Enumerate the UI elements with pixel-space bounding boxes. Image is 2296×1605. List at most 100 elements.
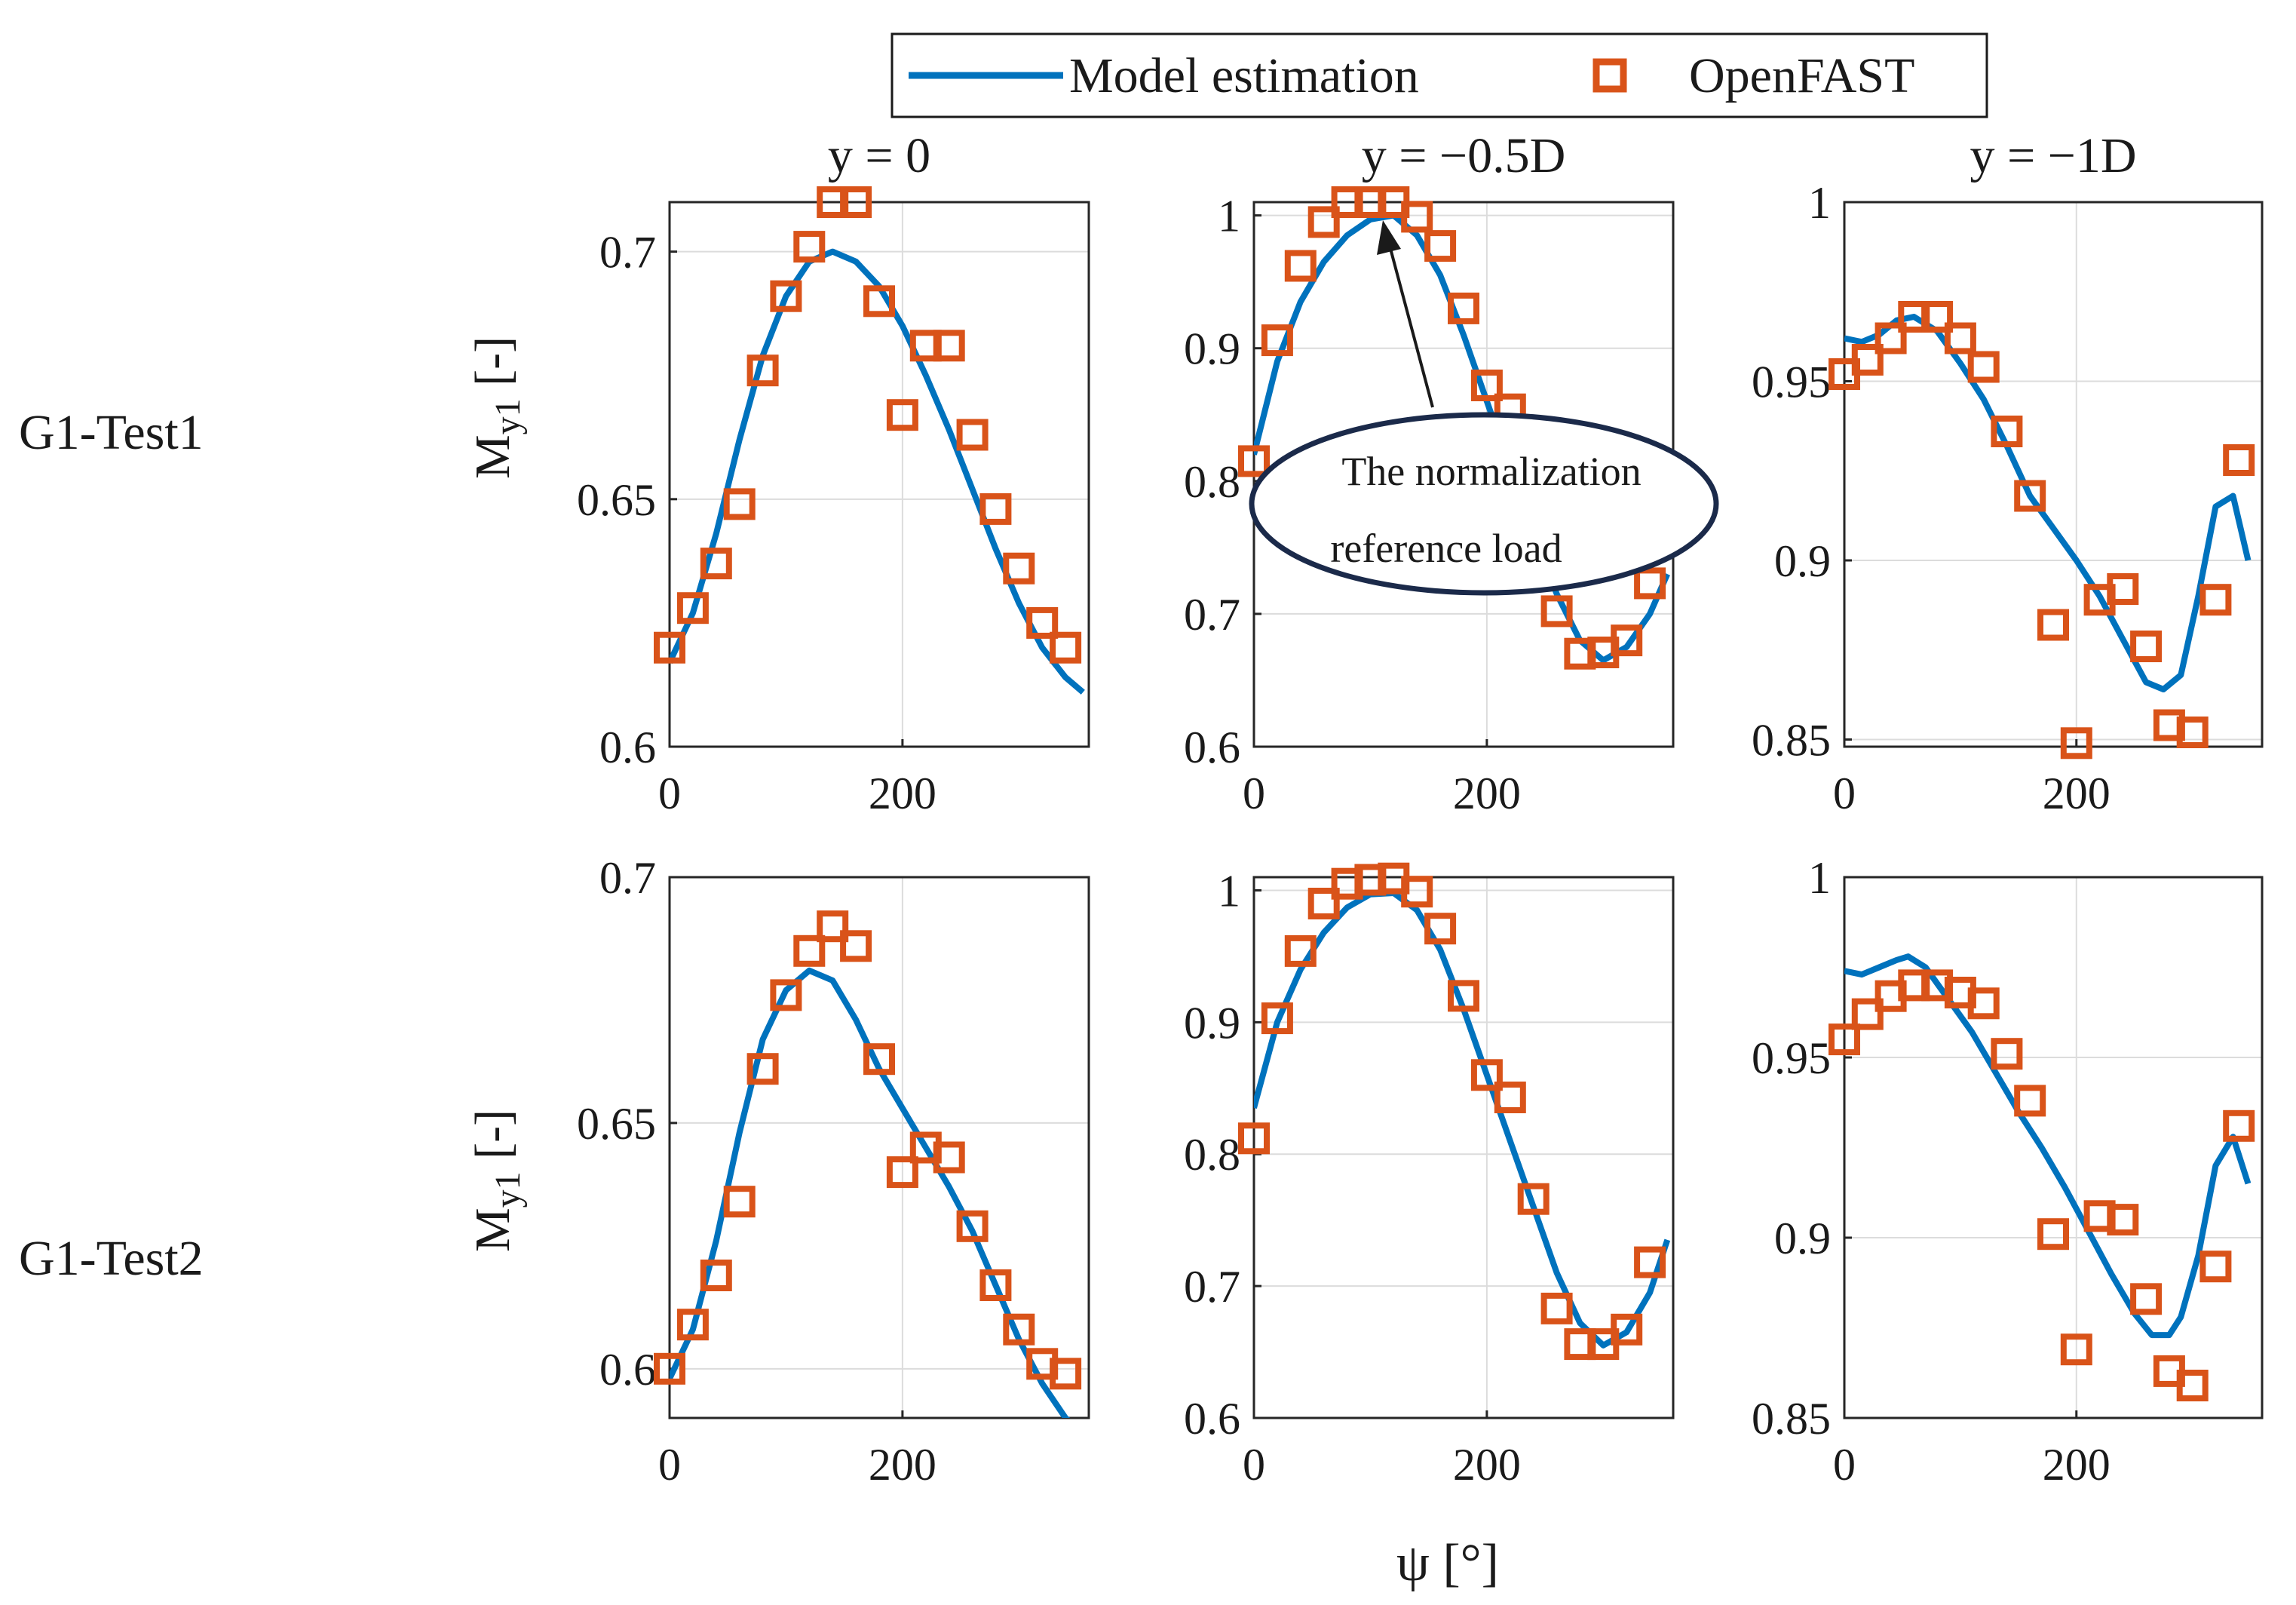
y-tick-label: 0.8 bbox=[1184, 457, 1240, 507]
x-tick-label: 0 bbox=[1833, 769, 1856, 818]
legend: Model estimation OpenFAST bbox=[891, 32, 1988, 118]
openfast-marker bbox=[1284, 934, 1317, 967]
figure-xlabel: ψ [°] bbox=[1396, 1534, 1499, 1592]
openfast-marker bbox=[1991, 416, 2023, 447]
openfast-marker bbox=[886, 1156, 918, 1189]
openfast-marker bbox=[654, 631, 685, 664]
legend-model-label: Model estimation bbox=[1069, 48, 1419, 103]
y-tick-label: 1 bbox=[1218, 866, 1240, 916]
panel-3: 0 200 0.85 0.9 0.95 1 y = −1D bbox=[1752, 128, 2264, 818]
openfast-marker bbox=[2223, 444, 2255, 476]
openfast-marker bbox=[1991, 1038, 2023, 1070]
openfast-marker bbox=[979, 493, 1012, 525]
openfast-marker bbox=[746, 1053, 779, 1085]
model-line bbox=[1254, 212, 1670, 664]
openfast-marker bbox=[1284, 250, 1317, 282]
openfast-marker bbox=[1238, 445, 1270, 477]
openfast-marker bbox=[746, 354, 779, 387]
openfast-marker bbox=[863, 1043, 895, 1076]
openfast-marker bbox=[1517, 1183, 1550, 1215]
x-tick-label: 200 bbox=[1453, 1440, 1521, 1490]
openfast-marker bbox=[1470, 370, 1503, 401]
openfast-marker bbox=[2107, 573, 2139, 605]
y-tick-label: 0.6 bbox=[1184, 1394, 1240, 1444]
openfast-marker bbox=[1424, 230, 1457, 262]
y-tick-label: 0.7 bbox=[1184, 1262, 1240, 1312]
openfast-marker bbox=[2199, 584, 2232, 616]
openfast-marker bbox=[840, 930, 872, 962]
openfast-marker bbox=[1401, 876, 1433, 908]
openfast-marker bbox=[933, 1141, 965, 1174]
openfast-marker bbox=[2176, 1370, 2209, 1401]
openfast-marker bbox=[700, 1260, 732, 1291]
openfast-marker bbox=[1050, 631, 1082, 664]
openfast-marker bbox=[654, 1352, 685, 1385]
openfast-marker bbox=[1540, 1292, 1573, 1324]
openfast-marker bbox=[1921, 301, 1954, 333]
row2-ylabel: My1 [-] bbox=[465, 1109, 528, 1252]
y-tick-label: 0.7 bbox=[1184, 590, 1240, 640]
openfast-marker bbox=[770, 979, 802, 1011]
row2-ylabel-base: M bbox=[465, 1208, 520, 1252]
openfast-marker bbox=[1238, 1122, 1270, 1155]
x-tick-label: 0 bbox=[1243, 769, 1265, 818]
openfast-marker bbox=[1448, 980, 1479, 1012]
legend-box bbox=[891, 32, 1988, 118]
y-tick-label: 0.9 bbox=[1774, 1214, 1831, 1263]
openfast-marker bbox=[817, 910, 849, 943]
openfast-marker bbox=[1540, 595, 1573, 628]
openfast-marker bbox=[1967, 987, 2000, 1020]
openfast-marker bbox=[956, 1210, 989, 1242]
annotation-arrow-head bbox=[1377, 220, 1401, 255]
openfast-marker bbox=[2130, 631, 2163, 662]
panel-title: y = −0.5D bbox=[1362, 128, 1566, 183]
openfast-marker bbox=[979, 1269, 1012, 1301]
axes-frame bbox=[668, 876, 1090, 1419]
row1-ylabel-unit: [-] bbox=[465, 336, 520, 398]
openfast-marker bbox=[1448, 292, 1479, 324]
openfast-marker bbox=[1307, 888, 1340, 919]
openfast-marker bbox=[1003, 552, 1035, 585]
openfast-marker bbox=[1634, 567, 1666, 600]
legend-openfast-marker bbox=[1592, 58, 1627, 93]
openfast-marker bbox=[1611, 1313, 1643, 1346]
openfast-marker bbox=[1851, 344, 1884, 376]
y-tick-label: 0.8 bbox=[1184, 1130, 1240, 1180]
openfast-marker bbox=[2223, 1109, 2255, 1142]
openfast-marker bbox=[676, 1309, 709, 1341]
openfast-marker bbox=[1424, 913, 1457, 945]
annotation-line1: The normalization bbox=[1341, 449, 1641, 494]
openfast-marker bbox=[1261, 324, 1293, 357]
row2-ylabel-sub: y1 bbox=[488, 1171, 528, 1208]
y-tick-label: 0.6 bbox=[599, 723, 656, 772]
row1-ylabel: My1 [-] bbox=[465, 336, 528, 479]
annotation-ellipse bbox=[1249, 412, 1719, 596]
panel-title: y = −1D bbox=[1970, 128, 2136, 183]
axes-frame bbox=[1843, 876, 2264, 1419]
x-tick-label: 200 bbox=[1453, 769, 1521, 818]
openfast-marker bbox=[1261, 1002, 1293, 1035]
panels: 0 200 0.6 0.65 0.7 y = 0 0 200 0.6 0.7 0.8 0.9 1 y = … bbox=[577, 128, 2264, 1490]
y-tick-label: 0.85 bbox=[1752, 1394, 1831, 1444]
y-tick-label: 1 bbox=[1218, 192, 1240, 241]
x-tick-label: 200 bbox=[2043, 769, 2111, 818]
openfast-marker bbox=[1634, 1246, 1666, 1278]
panel-6: 0 200 0.85 0.9 0.95 1 bbox=[1752, 853, 2264, 1490]
openfast-marker bbox=[1944, 322, 1976, 354]
openfast-marker bbox=[933, 330, 965, 362]
axes-frame bbox=[668, 201, 1090, 748]
row-label-test2: G1-Test2 bbox=[19, 1231, 204, 1286]
openfast-marker bbox=[2037, 609, 2069, 641]
plot-area bbox=[1254, 877, 1673, 1418]
x-tick-label: 0 bbox=[658, 769, 681, 818]
openfast-marker bbox=[2037, 1218, 2069, 1251]
panel-title: y = 0 bbox=[828, 128, 930, 183]
openfast-marker bbox=[1851, 998, 1884, 1030]
axes-frame bbox=[1252, 876, 1675, 1419]
openfast-marker bbox=[956, 419, 989, 451]
y-tick-label: 0.65 bbox=[577, 1099, 656, 1149]
openfast-marker bbox=[723, 1186, 756, 1218]
openfast-marker bbox=[1026, 606, 1059, 639]
legend-openfast-label: OpenFAST bbox=[1689, 48, 1914, 103]
plot-area bbox=[1844, 202, 2262, 747]
